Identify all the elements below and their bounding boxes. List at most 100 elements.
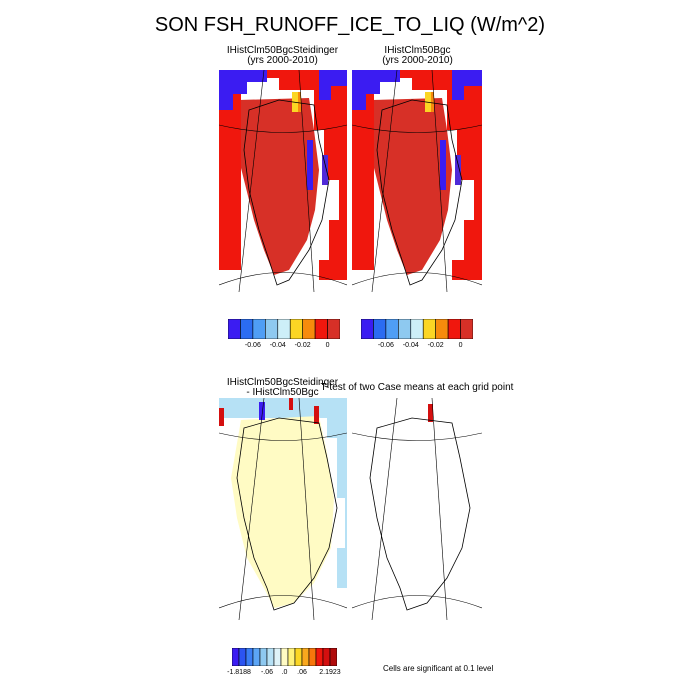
graticule-lon1	[371, 398, 398, 620]
map-panel-bottom-left	[219, 398, 347, 620]
graticule-lat2	[352, 595, 482, 609]
ne-blue-cells	[452, 70, 482, 100]
colorbar-swatch	[259, 648, 268, 666]
graticule-lon2	[298, 398, 315, 620]
greenland-coastline	[376, 99, 463, 286]
colorbar-swatch	[361, 319, 374, 339]
map-top-right-svg	[352, 70, 482, 292]
graticule-lon1	[238, 70, 265, 292]
colorbar-swatch	[273, 648, 282, 666]
graticule-lon2	[431, 398, 448, 620]
colorbar-swatch	[238, 648, 247, 666]
east-purple-cells	[455, 155, 461, 185]
colorbar-tick-label: -0.06	[244, 342, 261, 349]
red-cell-3	[219, 408, 224, 426]
colorbar-swatch	[398, 319, 412, 339]
panel-title-top-right: IHistClm50Bgc (yrs 2000-2010)	[350, 46, 485, 66]
colorbar-swatches	[232, 648, 337, 666]
greenland-coastline	[243, 99, 330, 286]
colorbar-swatch	[329, 648, 337, 666]
colorbar-tick-label: -0.02	[427, 342, 444, 349]
map-top-left-svg	[219, 70, 347, 292]
nw-blue-cells	[352, 70, 400, 110]
colorbar-swatch	[232, 648, 240, 666]
east-blue-cells	[307, 140, 313, 190]
graticule-lat2	[219, 595, 347, 609]
significance-note: Cells are significant at 0.1 level	[383, 664, 494, 673]
graticule-lat1	[352, 432, 482, 441]
colorbar-swatch	[322, 648, 331, 666]
graticule-lat1	[219, 124, 347, 133]
colorbar-swatch	[289, 319, 303, 339]
colorbar-tick-label: -0.02	[294, 342, 311, 349]
figure-title: SON FSH_RUNOFF_ICE_TO_LIQ (W/m^2)	[154, 14, 546, 36]
graticule-lat2	[352, 272, 482, 286]
panel-title-top-left: IHistClm50BgcSteidinger (yrs 2000-2010)	[215, 46, 350, 66]
colorbar-swatch	[245, 648, 254, 666]
east-blue-cells	[440, 140, 446, 190]
colorbar-swatch	[410, 319, 424, 339]
light-blue-cells	[219, 398, 347, 588]
panel-title-top-left-line1: IHistClm50BgcSteidinger	[226, 45, 339, 56]
graticule-lon1	[238, 398, 265, 620]
graticule-lat1	[219, 432, 347, 441]
west-coast-red	[352, 90, 374, 270]
east-purple-cells	[322, 155, 328, 185]
colorbar-swatch	[265, 319, 279, 339]
colorbar-swatch	[314, 319, 328, 339]
colorbar-tick-label: -0.04	[402, 342, 419, 349]
colorbar-swatch	[315, 648, 324, 666]
land-cells-red	[367, 98, 452, 275]
greenland-coastline	[369, 417, 471, 611]
colorbar-swatch	[327, 319, 340, 339]
colorbar-swatch	[435, 319, 449, 339]
panel-title-bottom-left-line1: IHistClm50BgcSteidinger	[226, 377, 339, 388]
colorbar-swatch	[252, 319, 266, 339]
ocean-cells-red	[219, 70, 347, 280]
map-panel-bottom-right	[352, 398, 482, 620]
map-panel-top-left	[219, 70, 347, 292]
colorbar-top-right: -0.06 -0.04 -0.02 0	[361, 319, 473, 349]
colorbar-swatch	[447, 319, 461, 339]
colorbar-swatch	[280, 648, 289, 666]
map-bottom-left-svg	[219, 398, 347, 620]
colorbar-tick-label: .06	[297, 669, 307, 676]
map-bottom-right-svg	[352, 398, 482, 620]
west-coast-red	[219, 90, 241, 270]
red-cell-1	[289, 398, 293, 410]
colorbar-tick-label: -.06	[260, 669, 274, 676]
panel-title-top-right-line1: IHistClm50Bgc	[384, 45, 451, 56]
colorbar-swatch	[422, 319, 436, 339]
ne-blue-cells	[319, 70, 347, 100]
colorbar-tick-label: .0	[281, 669, 288, 676]
greenland-coastline	[236, 417, 338, 611]
colorbar-swatch	[301, 648, 310, 666]
colorbar-swatch	[252, 648, 261, 666]
panel-title-top-left-line2: (yrs 2000-2010)	[247, 55, 318, 66]
panel-title-bottom-left-line2: - IHistClm50Bgc	[246, 387, 319, 398]
colorbar-top-left: -0.06 -0.04 -0.02 0	[228, 319, 340, 349]
yellow-cells	[231, 416, 334, 608]
colorbar-swatch	[277, 319, 291, 339]
colorbar-tick-label: -1.8188	[227, 669, 251, 676]
graticule-lat1	[352, 124, 482, 133]
land-cells-red	[234, 98, 319, 275]
colorbar-tick-label: 0	[458, 342, 463, 349]
graticule-lat2	[219, 272, 347, 286]
graticule-lon1	[371, 70, 398, 292]
colorbar-tick-label: -0.04	[269, 342, 286, 349]
colorbar-bottom: -1.8188 -.06 .0 .06 2.1923	[227, 648, 341, 678]
map-panel-top-right	[352, 70, 482, 292]
nw-blue-cells	[219, 70, 267, 110]
colorbar-tick-label: 0	[325, 342, 330, 349]
graticule-lon2	[431, 70, 448, 292]
colorbar-swatch	[302, 319, 316, 339]
colorbar-swatch	[460, 319, 473, 339]
colorbar-tick-label: -0.06	[377, 342, 394, 349]
colorbar-swatch	[228, 319, 241, 339]
purple-cell-1	[259, 402, 265, 420]
red-cell-2	[314, 406, 319, 424]
panel-title-top-right-line2: (yrs 2000-2010)	[382, 55, 453, 66]
colorbar-swatch	[385, 319, 399, 339]
graticule-lon2	[298, 70, 315, 292]
